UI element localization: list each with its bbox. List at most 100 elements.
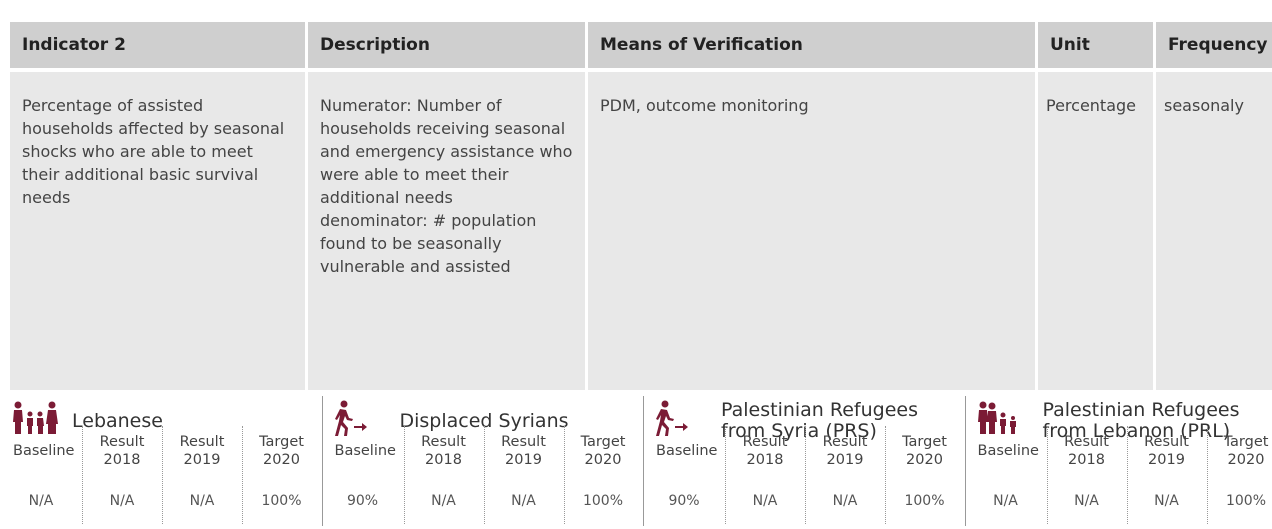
subheader-text: Target 2020 <box>259 434 304 468</box>
body-cell: Numerator: Number of households receivin… <box>308 72 585 390</box>
column-separator <box>885 426 886 524</box>
subheader-text: Target 2020 <box>580 434 626 468</box>
subheader-text: Result 2019 <box>822 434 868 468</box>
group-header: Palestinian Refugees from Lebanon (PRL) <box>965 392 1272 529</box>
column-separator <box>242 426 243 524</box>
group-icon <box>656 400 688 436</box>
subheader-text: Target 2020 <box>902 434 947 468</box>
subheader-cell: Target 2020 <box>564 426 643 476</box>
header-cell: Means of Verification <box>588 22 1035 68</box>
subheader-cell: Baseline <box>965 426 1047 476</box>
group-name-text: Palestinian Refugees from Lebanon (PRL) <box>1042 399 1240 442</box>
value-cell: N/A <box>109 493 135 509</box>
subheader-cell: Result 2019 <box>484 426 564 476</box>
subheader-text: Result 2018 <box>99 434 145 468</box>
group-name: Lebanese <box>72 398 302 444</box>
group-name-text: Displaced Syrians <box>399 409 569 432</box>
subheader-text: Result 2019 <box>1144 434 1189 468</box>
subheader-cell: Result 2019 <box>162 426 242 476</box>
subheader-cell: Result 2018 <box>82 426 162 476</box>
header-text: Means of Verification <box>600 35 803 55</box>
subheader-cell: Baseline <box>322 426 404 476</box>
body-cell: Percentage <box>1038 72 1153 390</box>
cell-text: Numerator: Number of households receivin… <box>308 72 585 278</box>
column-separator <box>1206 426 1208 524</box>
header-text: Description <box>320 35 430 55</box>
subheader-cell: Result 2018 <box>725 426 805 476</box>
subheader-cell: Baseline <box>0 426 82 476</box>
subheader-cell: Result 2018 <box>404 426 484 476</box>
value-cell: 90% <box>346 493 379 509</box>
group-icon <box>13 401 58 434</box>
header-text: Unit <box>1050 35 1090 55</box>
body-cell: seasonaly <box>1156 72 1272 390</box>
subheader-text: Baseline <box>13 443 75 459</box>
value-cell: N/A <box>752 493 778 509</box>
column-separator <box>725 426 726 524</box>
subheader-cell: Target 2020 <box>885 426 964 476</box>
column-separator <box>805 426 806 524</box>
value-cell: N/A <box>832 493 858 509</box>
cell-paragraph: denominator: # population found to be se… <box>320 211 537 276</box>
subheader-text: Baseline <box>977 443 1039 459</box>
value-cell: N/A <box>993 493 1018 509</box>
subheader-text: Result 2018 <box>1064 434 1109 468</box>
column-separator <box>1126 426 1128 524</box>
column-separator <box>82 426 83 524</box>
subheader-text: Baseline <box>656 443 718 459</box>
group-name-text: Palestinian Refugees from Syria (PRS) <box>721 399 918 442</box>
subheader-cell: Target 2020 <box>242 426 321 476</box>
cell-text: seasonaly <box>1164 96 1244 115</box>
column-separator <box>403 426 405 524</box>
subheader-text: Baseline <box>334 443 396 459</box>
value-cell: 100% <box>261 493 302 509</box>
value-cell: N/A <box>189 493 215 509</box>
body-cell: PDM, outcome monitoring <box>588 72 1035 390</box>
header-cell: Indicator 2 <box>10 22 305 68</box>
value-cell: N/A <box>28 493 54 509</box>
header-cell: Unit <box>1038 22 1153 68</box>
group-icon <box>334 400 367 436</box>
value-cell: 100% <box>904 493 945 509</box>
group-separator <box>964 396 966 526</box>
header-cell: Frequency <box>1156 22 1272 68</box>
subheader-cell: Result 2018 <box>1047 426 1127 476</box>
group-header: Palestinian Refugees from Syria (PRS) <box>643 392 964 529</box>
column-separator <box>1046 426 1048 524</box>
subheader-text: Result 2018 <box>742 434 788 468</box>
subheader-cell: Result 2019 <box>805 426 885 476</box>
cell-text: Percentage of assisted households affect… <box>22 96 285 207</box>
group-header: Lebanese <box>0 392 321 529</box>
group-icon <box>977 401 1016 434</box>
group-name: Palestinian Refugees from Lebanon (PRL) <box>1043 398 1272 444</box>
subheader-cell: Target 2020 <box>1207 426 1272 476</box>
value-cell: 100% <box>582 493 624 509</box>
value-cell: N/A <box>431 493 456 509</box>
cell-text: PDM, outcome monitoring <box>600 96 809 115</box>
cell-paragraph: Numerator: Number of households receivin… <box>320 96 573 207</box>
group-separator <box>643 396 644 526</box>
subheader-cell: Baseline <box>643 426 725 476</box>
group-header: Displaced Syrians <box>322 392 643 529</box>
body-cell: Percentage of assisted households affect… <box>10 72 305 390</box>
group-name: Displaced Syrians <box>400 398 630 444</box>
value-cell: N/A <box>1074 493 1099 509</box>
subheader-text: Target 2020 <box>1223 434 1269 468</box>
value-cell: N/A <box>1154 493 1179 509</box>
subheader-text: Result 2019 <box>179 434 225 468</box>
column-separator <box>483 426 485 524</box>
value-cell: 90% <box>668 493 700 509</box>
group-name-text: Lebanese <box>72 409 163 432</box>
value-cell: 100% <box>1225 493 1267 509</box>
subheader-text: Result 2019 <box>501 434 546 468</box>
subheader-text: Result 2018 <box>421 434 466 468</box>
header-text: Frequency <box>1168 35 1268 55</box>
group-name: Palestinian Refugees from Syria (PRS) <box>721 398 951 444</box>
group-separator <box>321 396 323 526</box>
cell-text: Percentage <box>1046 96 1137 115</box>
column-separator <box>162 426 163 524</box>
header-text: Indicator 2 <box>22 35 126 55</box>
value-cell: N/A <box>511 493 536 509</box>
column-separator <box>563 426 565 524</box>
